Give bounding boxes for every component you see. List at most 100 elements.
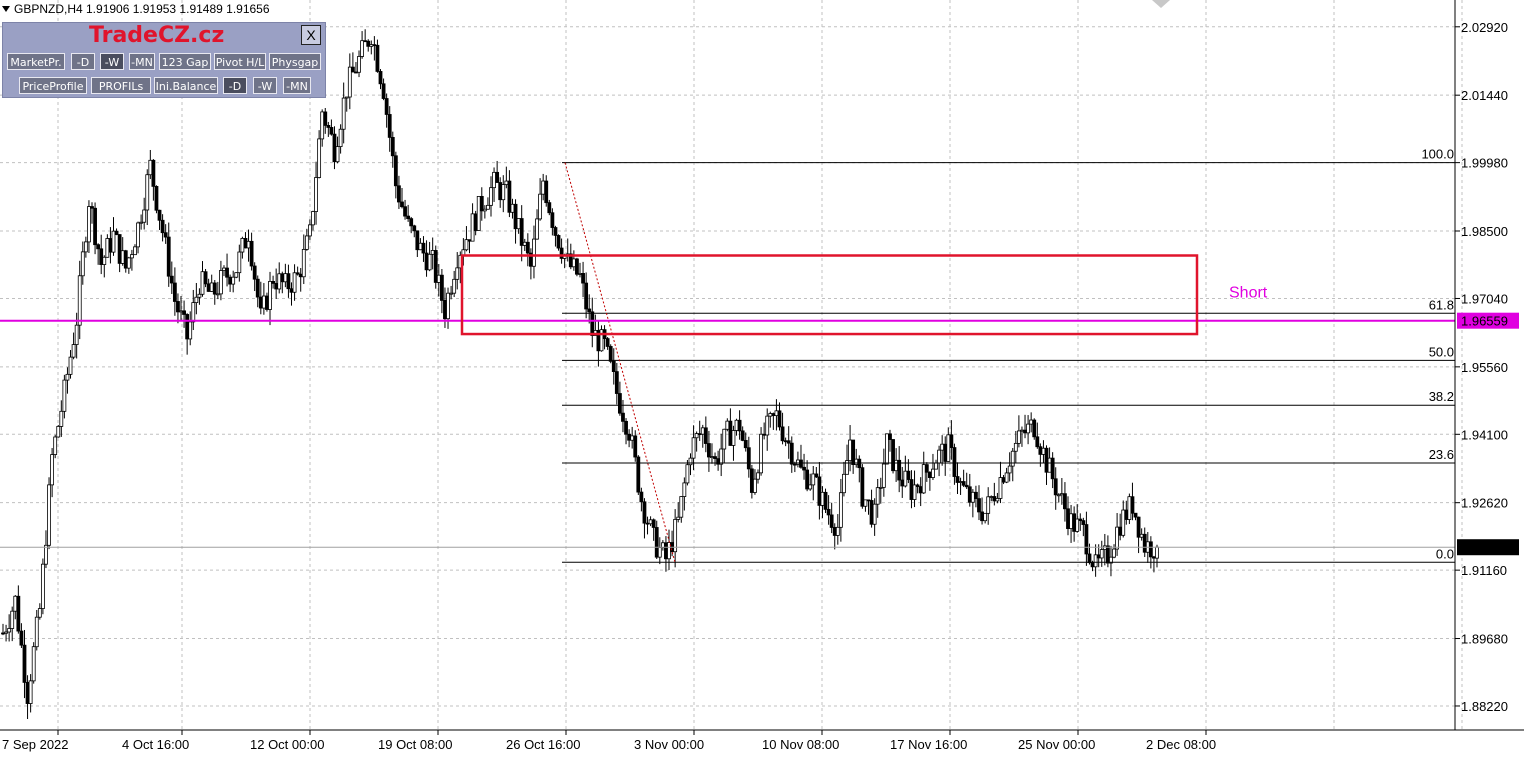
candle-body [375, 44, 380, 72]
priceprofile-button[interactable]: PriceProfile [19, 77, 87, 94]
candle-body [1069, 513, 1073, 529]
candle-body [308, 224, 312, 237]
candle-body [608, 346, 613, 362]
candle-body [1130, 496, 1135, 514]
candle-body [642, 501, 647, 524]
candle-body [722, 428, 727, 450]
candle-body [489, 187, 493, 206]
candle-body [323, 111, 328, 126]
candle-body [765, 415, 770, 436]
price-alert-tag-label: 1.96559 [1461, 314, 1508, 329]
candle-body [378, 71, 383, 85]
market-d-button[interactable]: -D [71, 53, 95, 70]
candle-body [301, 248, 306, 278]
candle-body [581, 273, 585, 284]
candle-body [68, 356, 73, 375]
ini-balance-button[interactable]: Ini.Balance [154, 77, 218, 94]
candle-body [1084, 524, 1089, 555]
candle-body [694, 433, 699, 439]
candle-body [341, 97, 346, 130]
candle-body [1090, 562, 1095, 568]
candle-body [108, 238, 113, 253]
candle-body [940, 443, 945, 451]
candle-body [80, 251, 85, 277]
profile-mn-button[interactable]: -MN [283, 77, 311, 94]
candle-body [387, 114, 392, 138]
candle-body [452, 278, 457, 294]
candle-body [1023, 429, 1027, 434]
market-mn-button[interactable]: -MN [129, 53, 155, 70]
candle-body [799, 459, 803, 468]
profile-w-button[interactable]: -W [253, 77, 277, 94]
marketprofile-button[interactable]: MarketPr. [7, 53, 65, 70]
candle-body [65, 373, 70, 381]
candle-body [780, 426, 785, 442]
candle-body [885, 433, 889, 465]
candle-body [633, 435, 638, 458]
candle-body [197, 293, 202, 298]
candle-body [28, 680, 33, 704]
candle-body [234, 272, 239, 278]
candle-body [998, 477, 1003, 499]
candle-body [921, 464, 926, 494]
candle-body [1050, 457, 1055, 480]
x-tick-label: 17 Nov 16:00 [890, 737, 967, 752]
candle-body [820, 491, 825, 506]
candle-body [614, 371, 619, 394]
candle-body [102, 256, 107, 265]
candle-body [964, 484, 969, 488]
dropdown-triangle-icon[interactable] [2, 6, 10, 12]
candle-body [786, 440, 791, 444]
candle-body [139, 221, 144, 224]
candle-body [366, 40, 371, 47]
candle-body [439, 274, 444, 301]
candle-body [169, 275, 174, 284]
candle-body [510, 203, 515, 213]
candle-body [535, 218, 539, 240]
candle-body [1093, 554, 1098, 568]
candle-body [62, 379, 67, 412]
panel-close-button[interactable]: X [301, 25, 321, 45]
market-w-button[interactable]: -W [100, 53, 124, 70]
candle-body [25, 682, 30, 704]
candle-body [676, 516, 681, 520]
profile-d-button[interactable]: -D [223, 77, 247, 94]
candle-body [418, 242, 423, 251]
candle-body [927, 471, 932, 478]
candle-body [881, 463, 886, 488]
gap-123-button[interactable]: 123 Gap [159, 53, 211, 70]
candle-body [1115, 526, 1120, 550]
candle-body [710, 456, 714, 459]
candle-body [664, 542, 668, 560]
candle-body [492, 171, 496, 189]
current-price-tag [1457, 539, 1519, 556]
candle-body [897, 459, 902, 481]
candle-body [974, 491, 978, 500]
candle-body [219, 270, 223, 295]
candle-body [783, 440, 788, 443]
candle-body [575, 258, 579, 275]
candle-body [495, 171, 500, 183]
y-tick-label: 1.99980 [1461, 156, 1508, 171]
candle-body [332, 133, 337, 163]
candle-body [114, 230, 119, 235]
fib-trendline [564, 162, 676, 563]
pivot-hl-button[interactable]: Pivot H/L [214, 53, 266, 70]
candle-body [372, 44, 377, 47]
candle-body [363, 40, 368, 43]
candle-body [547, 202, 552, 214]
candle-body [136, 222, 140, 248]
candle-body [541, 180, 546, 195]
candle-body [1026, 423, 1030, 434]
candle-body [326, 125, 331, 128]
candle-body [924, 464, 929, 473]
candle-body [47, 484, 51, 546]
candle-body [900, 479, 905, 487]
candle-body [188, 321, 193, 340]
profils-button[interactable]: PROFILs [91, 77, 151, 94]
physgap-button[interactable]: Physgap [269, 53, 321, 70]
candle-body [163, 232, 168, 238]
candle-body [203, 271, 208, 285]
candle-body [446, 292, 450, 320]
